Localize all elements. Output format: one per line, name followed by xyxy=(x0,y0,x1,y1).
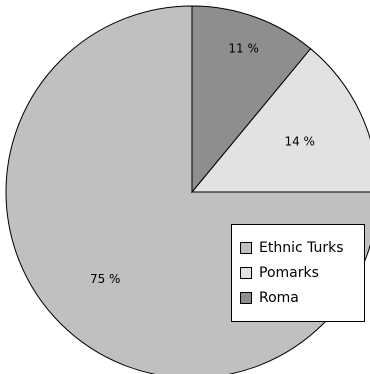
legend-label-pomarks: Pomarks xyxy=(259,265,319,281)
legend-label-roma: Roma xyxy=(259,290,299,306)
legend: Ethnic Turks Pomarks Roma xyxy=(231,224,365,322)
legend-item-ethnic-turks: Ethnic Turks xyxy=(240,237,364,259)
pie-slice-roma xyxy=(191,5,312,194)
pie-label-roma: 11 % xyxy=(228,41,259,55)
legend-swatch-ethnic-turks xyxy=(240,242,252,254)
legend-label-ethnic-turks: Ethnic Turks xyxy=(259,240,344,256)
legend-swatch-pomarks xyxy=(240,267,252,279)
legend-item-pomarks: Pomarks xyxy=(240,262,364,284)
pie-percent-labels: 75 % 14 % 11 % xyxy=(90,41,315,285)
legend-item-roma: Roma xyxy=(240,287,364,309)
pie-label-ethnic-turks: 75 % xyxy=(90,272,121,286)
pie-label-pomarks: 14 % xyxy=(284,134,315,148)
legend-swatch-roma xyxy=(240,292,252,304)
pie-slice-pomarks xyxy=(190,47,370,193)
